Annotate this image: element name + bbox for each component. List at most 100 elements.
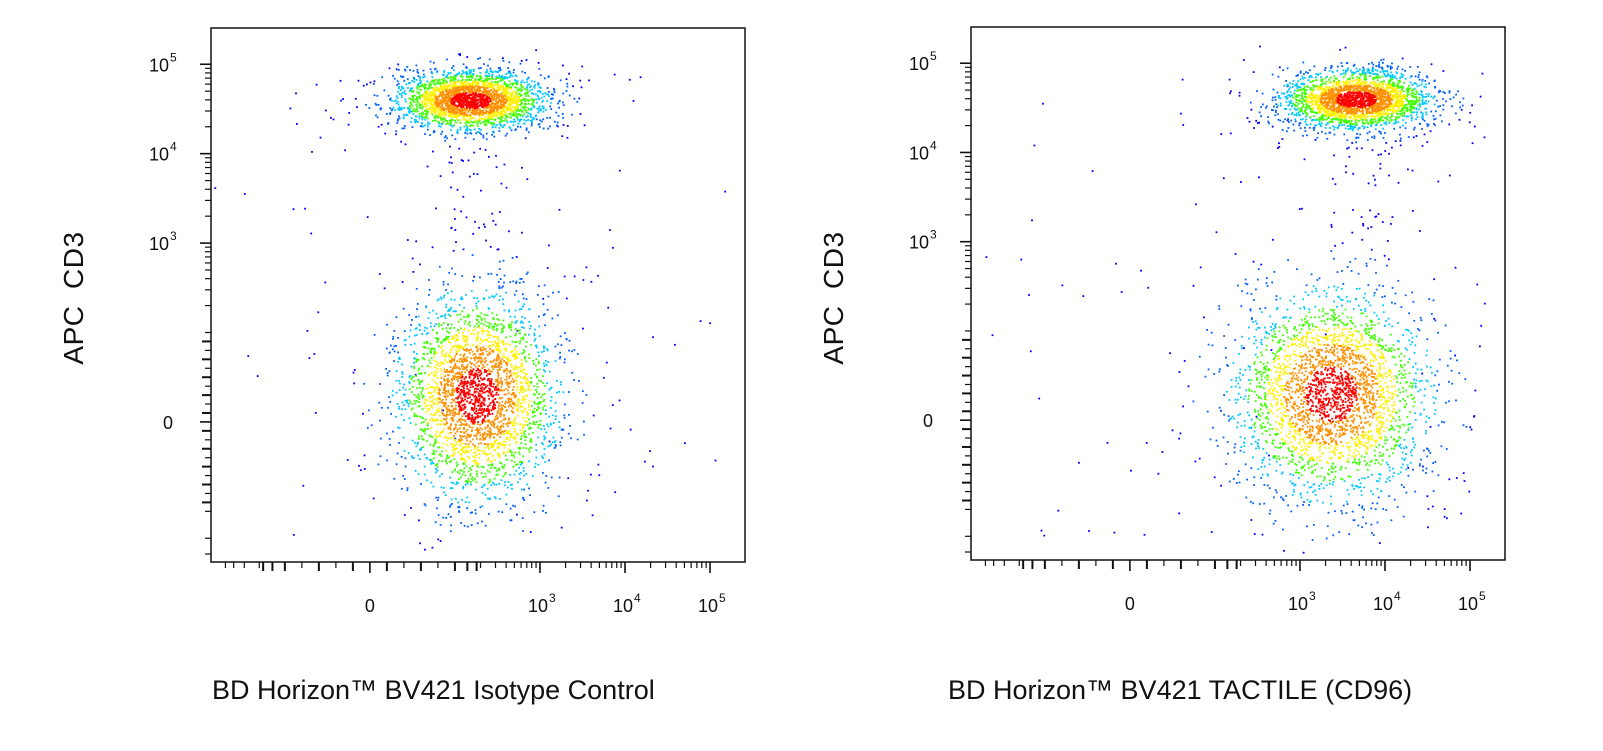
event-point bbox=[415, 395, 418, 398]
event-point bbox=[452, 389, 455, 392]
event-point bbox=[441, 420, 444, 423]
event-point bbox=[426, 101, 429, 104]
event-point bbox=[490, 89, 493, 91]
event-point bbox=[484, 437, 487, 439]
event-point bbox=[517, 96, 520, 98]
event-point bbox=[443, 314, 446, 317]
event-point bbox=[472, 443, 474, 446]
event-point bbox=[461, 331, 464, 334]
event-point bbox=[453, 82, 456, 85]
event-point bbox=[529, 89, 531, 92]
event-point bbox=[427, 409, 430, 412]
event-point bbox=[549, 101, 552, 104]
event-point bbox=[398, 356, 401, 359]
event-point bbox=[511, 355, 514, 358]
event-point bbox=[517, 423, 520, 426]
event-point bbox=[433, 402, 435, 404]
event-point bbox=[532, 423, 535, 425]
event-point bbox=[362, 412, 364, 415]
event-point bbox=[455, 337, 458, 340]
event-point bbox=[564, 332, 566, 334]
event-point bbox=[500, 323, 503, 326]
event-point bbox=[533, 80, 536, 83]
event-point bbox=[481, 332, 484, 335]
event-point bbox=[459, 427, 461, 430]
event-point bbox=[536, 391, 538, 393]
event-point bbox=[416, 71, 419, 73]
event-point bbox=[410, 343, 412, 346]
event-point bbox=[398, 427, 401, 430]
event-point bbox=[449, 94, 452, 97]
event-point bbox=[546, 423, 549, 426]
event-point bbox=[420, 483, 422, 485]
event-point bbox=[405, 113, 408, 116]
event-point bbox=[447, 408, 450, 411]
event-point bbox=[484, 83, 486, 86]
event-point bbox=[482, 330, 485, 333]
event-point bbox=[535, 364, 537, 367]
event-point bbox=[458, 360, 461, 363]
event-point bbox=[488, 433, 491, 435]
event-point bbox=[514, 99, 517, 102]
event-point bbox=[410, 378, 413, 380]
event-point bbox=[498, 389, 501, 392]
event-point bbox=[484, 115, 486, 118]
event-point bbox=[421, 396, 424, 399]
event-point bbox=[455, 110, 458, 113]
event-point bbox=[493, 359, 495, 362]
event-point bbox=[531, 122, 533, 125]
event-point bbox=[420, 85, 423, 88]
event-point bbox=[530, 116, 532, 118]
event-point bbox=[458, 418, 461, 421]
event-point bbox=[442, 109, 445, 112]
event-point bbox=[433, 352, 435, 355]
event-point bbox=[441, 85, 443, 88]
event-point bbox=[522, 115, 524, 118]
event-point bbox=[521, 517, 524, 519]
event-point bbox=[464, 93, 467, 95]
event-point bbox=[433, 95, 435, 98]
event-point bbox=[557, 291, 560, 293]
event-point bbox=[434, 374, 437, 377]
event-point bbox=[478, 226, 480, 229]
event-point bbox=[475, 302, 478, 305]
event-point bbox=[434, 119, 437, 122]
event-point bbox=[496, 104, 499, 107]
event-point bbox=[439, 423, 442, 426]
event-point bbox=[430, 481, 433, 484]
event-point bbox=[491, 295, 493, 298]
event-point bbox=[495, 391, 498, 394]
event-point bbox=[598, 474, 601, 477]
event-point bbox=[397, 82, 400, 85]
event-point bbox=[422, 421, 425, 423]
event-point bbox=[495, 75, 498, 78]
event-point bbox=[456, 389, 458, 392]
event-point bbox=[557, 343, 559, 346]
event-point bbox=[422, 112, 425, 115]
event-point bbox=[528, 320, 531, 323]
event-point bbox=[391, 99, 393, 102]
event-point bbox=[491, 82, 494, 85]
event-point bbox=[479, 80, 482, 83]
event-point bbox=[420, 96, 423, 98]
event-point bbox=[471, 350, 474, 353]
event-point bbox=[437, 387, 440, 390]
event-point bbox=[461, 78, 464, 81]
event-point bbox=[368, 107, 371, 109]
event-point bbox=[419, 263, 421, 266]
event-point bbox=[527, 112, 530, 115]
event-point bbox=[431, 108, 434, 110]
event-point bbox=[544, 385, 546, 387]
event-point bbox=[459, 126, 462, 129]
event-point bbox=[486, 339, 488, 342]
event-point bbox=[416, 98, 419, 101]
event-point bbox=[576, 100, 579, 103]
event-point bbox=[439, 475, 441, 478]
event-point bbox=[502, 341, 505, 344]
event-point bbox=[460, 110, 462, 113]
event-point bbox=[426, 80, 429, 83]
event-point bbox=[422, 446, 425, 448]
event-point bbox=[509, 315, 512, 318]
event-point bbox=[511, 392, 514, 395]
event-point bbox=[453, 85, 456, 88]
